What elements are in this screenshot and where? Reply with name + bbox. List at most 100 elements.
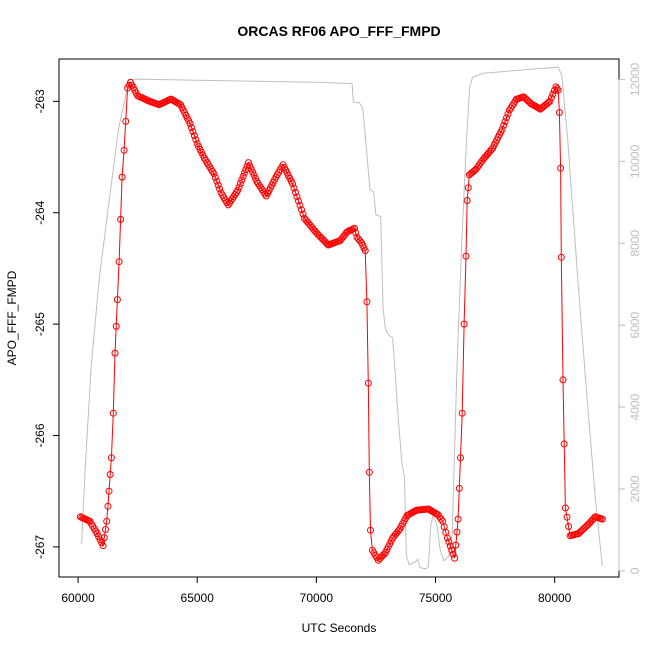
- data-point: [106, 471, 114, 478]
- data-point: [250, 171, 258, 179]
- data-point: [367, 526, 374, 534]
- y-tick-label: -267: [33, 535, 47, 559]
- data-point: [186, 120, 194, 128]
- data-point: [445, 538, 453, 546]
- data-point: [549, 90, 557, 98]
- data-point: [239, 173, 247, 180]
- data-point: [238, 176, 246, 184]
- data-point: [501, 118, 509, 126]
- data-point: [242, 166, 250, 174]
- primary-series: [76, 78, 606, 564]
- data-point: [443, 534, 451, 542]
- data-point: [104, 502, 112, 510]
- data-point: [361, 247, 369, 255]
- data-point: [235, 183, 243, 191]
- y2-tick-label: 6000: [628, 312, 642, 339]
- data-point: [295, 197, 302, 205]
- data-point: [299, 210, 307, 218]
- data-point: [122, 117, 130, 125]
- y2-tick-label: 8000: [628, 230, 642, 257]
- primary-series-line: [80, 81, 603, 562]
- data-point: [289, 180, 296, 188]
- data-point: [560, 440, 568, 448]
- data-point: [111, 349, 119, 357]
- x-axis-label: UTC Seconds: [302, 621, 377, 635]
- y-tick-label: -266: [33, 423, 47, 447]
- y-tick-label: -264: [33, 200, 47, 224]
- data-point: [449, 550, 457, 558]
- data-point: [107, 454, 115, 462]
- data-point: [464, 184, 472, 192]
- data-point: [188, 124, 195, 132]
- data-point: [458, 409, 466, 417]
- data-point: [503, 114, 510, 122]
- x-axis: 60000 65000 70000 75000 80000: [61, 576, 572, 605]
- plot-box: [58, 58, 620, 578]
- y-tick-label: -263: [33, 89, 47, 113]
- data-point: [554, 86, 562, 94]
- data-point: [365, 468, 373, 476]
- y2-tick-label: 2000: [628, 475, 642, 502]
- data-point: [118, 173, 126, 181]
- data-point: [115, 258, 123, 266]
- data-point: [453, 528, 461, 536]
- data-point: [498, 125, 506, 133]
- data-point: [247, 165, 255, 173]
- y2-tick-label: 0: [628, 567, 642, 574]
- data-point: [364, 379, 372, 387]
- data-point: [504, 110, 512, 118]
- y-tick-label: -265: [33, 312, 47, 336]
- data-point: [555, 109, 563, 116]
- data-point: [103, 517, 111, 525]
- y-axis-right: 0 2000 4000 6000 8000 10000 12000: [618, 62, 642, 574]
- data-point: [462, 252, 470, 260]
- data-point: [557, 164, 565, 172]
- data-point: [463, 197, 471, 204]
- data-point: [105, 487, 113, 495]
- data-point: [451, 554, 459, 562]
- data-point: [559, 376, 567, 384]
- data-point: [117, 215, 125, 223]
- secondary-series-line: [81, 66, 603, 570]
- data-point: [352, 229, 360, 237]
- data-point: [454, 515, 462, 523]
- data-point: [434, 511, 442, 519]
- data-point: [455, 484, 463, 492]
- x-tick-label: 60000: [61, 591, 95, 605]
- data-point: [546, 97, 554, 105]
- data-point: [452, 541, 460, 549]
- data-point: [244, 159, 252, 167]
- data-point: [261, 190, 269, 198]
- x-tick-label: 80000: [538, 591, 572, 605]
- data-point: [102, 526, 109, 533]
- y2-tick-label: 12000: [628, 62, 642, 96]
- x-tick-label: 65000: [181, 591, 215, 605]
- data-point: [565, 523, 573, 530]
- data-point: [113, 296, 121, 304]
- data-point: [557, 253, 565, 261]
- data-point: [292, 188, 299, 196]
- data-point: [190, 132, 198, 140]
- data-point: [112, 322, 120, 330]
- data-point: [363, 298, 371, 306]
- data-point: [547, 94, 555, 102]
- data-point: [234, 186, 242, 194]
- data-point: [563, 513, 571, 521]
- y2-tick-label: 10000: [628, 144, 642, 178]
- data-point: [457, 454, 464, 462]
- y2-tick-label: 4000: [628, 393, 642, 420]
- data-point: [240, 169, 248, 177]
- data-point: [460, 320, 468, 328]
- x-tick-label: 75000: [419, 591, 453, 605]
- data-point: [437, 515, 445, 523]
- data-point: [189, 128, 197, 136]
- y-axis-label: APO_FFF_FMPD: [5, 270, 19, 365]
- data-point: [192, 136, 200, 144]
- data-point: [598, 515, 606, 523]
- data-point: [100, 534, 108, 542]
- data-point: [561, 504, 569, 512]
- data-point: [236, 180, 244, 187]
- data-point: [214, 181, 222, 189]
- x-tick-label: 70000: [300, 591, 334, 605]
- data-point: [211, 174, 219, 181]
